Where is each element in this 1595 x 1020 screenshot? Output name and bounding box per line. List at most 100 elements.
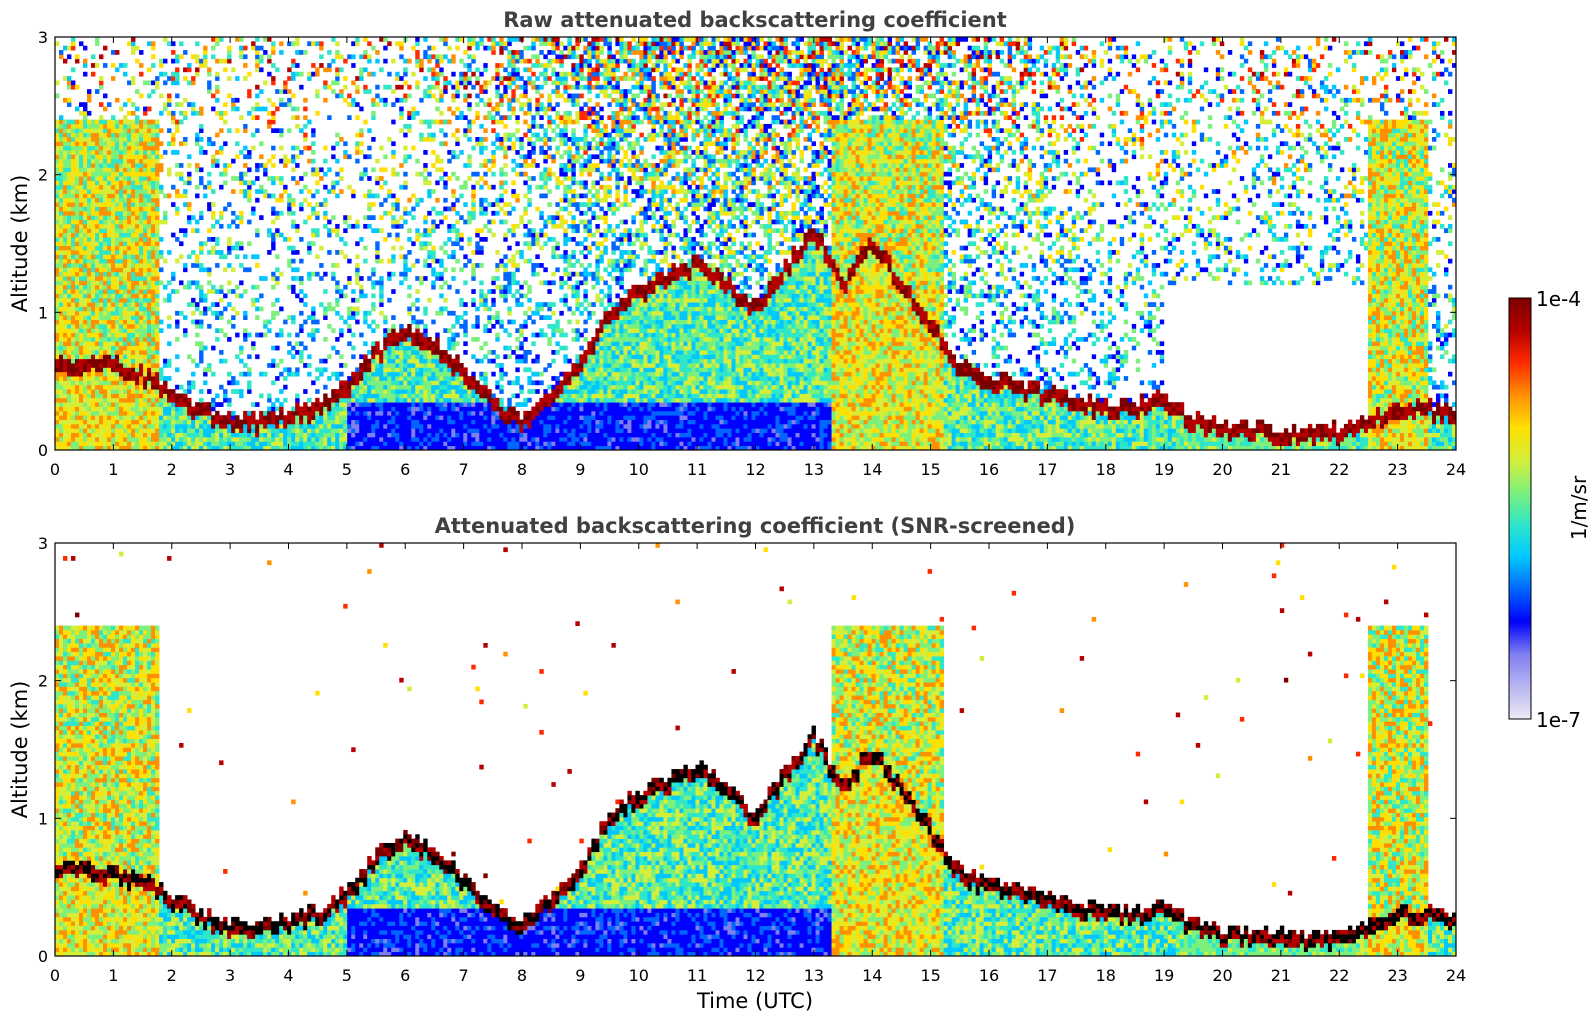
heatmap-cell	[83, 184, 88, 190]
heatmap-cell	[423, 167, 428, 173]
heatmap-cell	[275, 232, 280, 238]
heatmap-cell	[99, 128, 104, 134]
heatmap-cell	[95, 432, 100, 438]
heatmap-cell	[323, 145, 328, 151]
heatmap-cell	[63, 354, 68, 360]
heatmap-cell	[451, 358, 456, 364]
heatmap-cell	[235, 37, 240, 42]
heatmap-cell	[107, 428, 112, 434]
heatmap-cell	[123, 141, 128, 147]
heatmap-cell	[67, 297, 72, 303]
heatmap-cell	[111, 389, 116, 394]
heatmap-cell	[443, 37, 448, 42]
heatmap-cell	[103, 254, 108, 260]
heatmap-cell	[459, 80, 464, 86]
heatmap-cell	[151, 128, 156, 134]
heatmap-cell	[323, 202, 328, 207]
heatmap-cell	[355, 223, 360, 229]
heatmap-cell	[443, 54, 448, 60]
heatmap-cell	[71, 167, 76, 173]
heatmap-cell	[103, 223, 108, 229]
heatmap-cell	[87, 163, 92, 168]
heatmap-cell	[143, 380, 148, 386]
heatmap-cell	[259, 106, 264, 112]
heatmap-cell	[139, 263, 144, 268]
heatmap-cell	[71, 136, 76, 142]
heatmap-cell	[195, 423, 200, 429]
heatmap-cell	[75, 123, 80, 129]
heatmap-cell	[219, 358, 224, 364]
heatmap-cell	[143, 119, 148, 125]
heatmap-cell	[103, 384, 108, 390]
heatmap-cell	[91, 350, 96, 355]
heatmap-cell	[395, 336, 400, 342]
heatmap-cell	[327, 189, 332, 194]
heatmap-cell	[79, 319, 84, 325]
heatmap-cell	[91, 328, 96, 334]
heatmap-cell	[367, 371, 372, 377]
heatmap-cell	[115, 445, 120, 450]
heatmap-cell	[111, 384, 116, 390]
heatmap-cell	[135, 202, 140, 207]
heatmap-cell	[55, 336, 60, 342]
heatmap-cell	[151, 89, 156, 94]
heatmap-cell	[435, 71, 440, 77]
heatmap-cell	[111, 406, 116, 412]
heatmap-cell	[359, 141, 364, 147]
heatmap-cell	[347, 445, 352, 450]
heatmap-cell	[103, 176, 108, 181]
heatmap-cell	[383, 445, 388, 450]
heatmap-cell	[207, 206, 212, 212]
heatmap-cell	[407, 380, 412, 386]
heatmap-cell	[143, 350, 148, 355]
heatmap-cell	[139, 336, 144, 342]
heatmap-cell	[439, 263, 444, 268]
heatmap-cell	[463, 419, 468, 425]
heatmap-cell	[227, 202, 232, 207]
heatmap-cell	[275, 228, 280, 234]
heatmap-cell	[463, 302, 468, 307]
heatmap-cell	[363, 89, 368, 94]
heatmap-cell	[431, 254, 436, 260]
heatmap-cell	[79, 136, 84, 142]
heatmap-cell	[139, 93, 144, 99]
heatmap-cell	[127, 384, 132, 390]
heatmap-cell	[111, 154, 116, 160]
heatmap-cell	[463, 132, 468, 138]
heatmap-cell	[155, 136, 160, 142]
heatmap-cell	[115, 158, 120, 164]
heatmap-cell	[391, 102, 396, 107]
heatmap-cell	[391, 376, 396, 381]
heatmap-cell	[427, 358, 432, 364]
heatmap-cell	[335, 71, 340, 77]
heatmap-cell	[339, 236, 344, 242]
heatmap-cell	[111, 189, 116, 194]
heatmap-cell	[187, 202, 192, 207]
heatmap-cell	[71, 376, 76, 381]
heatmap-cell	[455, 115, 460, 120]
heatmap-cell	[387, 402, 392, 407]
heatmap-cell	[403, 132, 408, 138]
heatmap-cell	[87, 419, 92, 425]
heatmap-cell	[299, 202, 304, 207]
heatmap-cell	[231, 428, 236, 434]
heatmap-cell	[331, 432, 336, 438]
heatmap-cell	[127, 210, 132, 216]
heatmap-cell	[111, 310, 116, 316]
heatmap-cell	[195, 132, 200, 138]
heatmap-cell	[127, 236, 132, 242]
heatmap-cell	[295, 341, 300, 347]
heatmap-cell	[187, 415, 192, 420]
heatmap-cell	[111, 323, 116, 329]
heatmap-cell	[55, 167, 60, 173]
heatmap-cell	[199, 323, 204, 329]
heatmap-cell	[135, 276, 140, 281]
heatmap-cell	[295, 123, 300, 129]
heatmap-cell	[403, 367, 408, 373]
heatmap-cell	[115, 306, 120, 312]
heatmap-cell	[67, 336, 72, 342]
heatmap-cell	[171, 115, 176, 120]
heatmap-cell	[143, 280, 148, 286]
heatmap-cell	[63, 419, 68, 425]
heatmap-cell	[423, 323, 428, 329]
